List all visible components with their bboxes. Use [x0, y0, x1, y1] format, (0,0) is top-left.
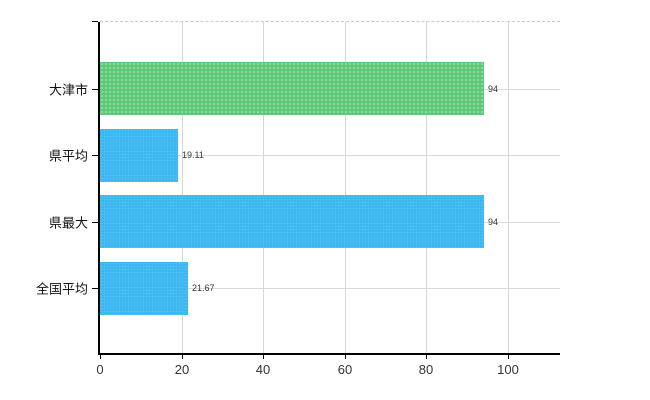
category-tick: [92, 288, 98, 289]
x-axis-tick: [426, 355, 427, 359]
bar-大津市[interactable]: [100, 62, 484, 115]
x-axis-line: [98, 353, 560, 355]
category-label-県最大: 県最大: [48, 215, 88, 231]
x-axis-tick: [508, 355, 509, 359]
gridline-vertical: [508, 22, 509, 355]
x-axis-tick: [345, 355, 346, 359]
x-axis-tick: [182, 355, 183, 359]
gridline-vertical: [426, 22, 428, 355]
gridline-horizontal: [100, 288, 560, 289]
category-label-全国平均: 全国平均: [35, 281, 88, 297]
y-axis-line: [98, 22, 100, 355]
x-tick-label: 60: [337, 362, 353, 377]
value-label: 21.67: [192, 283, 215, 293]
x-tick-label: 20: [174, 362, 190, 377]
value-label: 94: [488, 217, 499, 227]
bar-全国平均[interactable]: [100, 262, 188, 315]
category-tick: [92, 222, 98, 223]
y-axis-top-tick: [92, 21, 98, 22]
x-tick-label: 40: [255, 362, 271, 377]
value-label: 19.11: [182, 150, 204, 160]
gridline-vertical: [263, 22, 265, 355]
x-axis-tick: [263, 355, 264, 359]
bar-県最大[interactable]: [100, 195, 484, 248]
category-tick: [92, 155, 98, 156]
category-tick: [92, 89, 98, 90]
gridline-vertical: [181, 22, 183, 355]
category-label-県平均: 県平均: [48, 148, 88, 164]
gridline-vertical: [344, 22, 346, 355]
x-axis-tick: [100, 355, 101, 359]
gridline-horizontal: [100, 155, 560, 156]
x-tick-label: 80: [418, 362, 434, 377]
category-label-大津市: 大津市: [48, 82, 88, 98]
bar-県平均[interactable]: [100, 129, 178, 182]
x-tick-label: 100: [497, 362, 519, 377]
value-label: 94: [488, 84, 499, 94]
plot-top-border: [100, 21, 560, 22]
x-tick-label: 0: [96, 362, 104, 377]
